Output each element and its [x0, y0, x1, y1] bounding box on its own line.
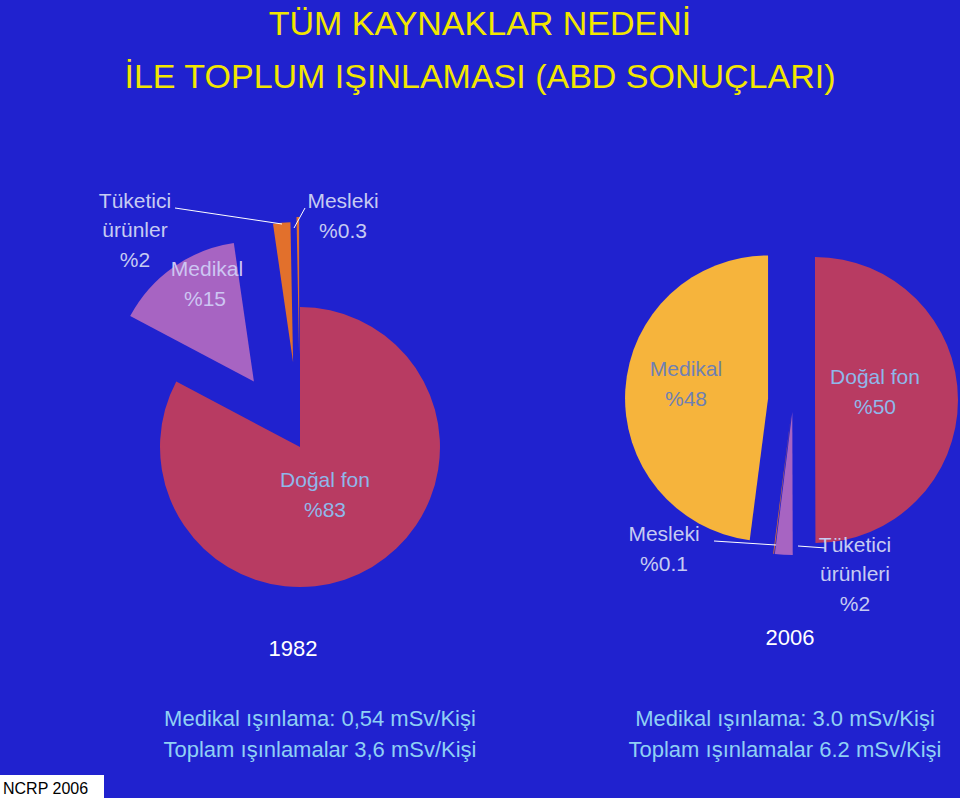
page: TÜM KAYNAKLAR NEDENİ İLE TOPLUM IŞINLAMAS…: [0, 0, 960, 798]
pie-slice: [815, 257, 958, 543]
source-box: [0, 775, 104, 798]
pie-slice: [297, 217, 300, 357]
pie-chart: Doğal fon %83 Medikal %15 Tüketici ürünler %2 M…: [99, 189, 477, 762]
slice-label: Doğal fon: [830, 365, 920, 388]
annotation: Medikal ışınlama: 3.0 mSv/Kişi: [635, 706, 935, 731]
leader-line: [294, 208, 305, 228]
slice-label-line: Medikal: [171, 257, 243, 280]
title: TÜM KAYNAKLAR NEDENİ: [269, 4, 692, 42]
pie-slice: [773, 412, 791, 554]
slice-label: Mesleki: [628, 522, 699, 545]
slice-label: Doğal fon: [280, 468, 370, 491]
leader-line: [175, 208, 282, 224]
value-label: %0.1: [640, 552, 688, 575]
slice-label: Medikal: [171, 257, 243, 280]
pie-slice: [273, 222, 293, 362]
slice-label-line: Doğal fon: [280, 468, 370, 491]
value-label: %2: [840, 592, 870, 615]
slice-label-line: ürünleri: [820, 562, 890, 585]
value-label: %15: [184, 287, 226, 310]
chart-title: 2006: [766, 625, 815, 650]
annotation: Medikal ışınlama: 0,54 mSv/Kişi: [164, 706, 476, 731]
leader-line: [714, 541, 776, 545]
slice-label: Mesleki: [307, 189, 378, 212]
background: [0, 0, 960, 798]
value-label: %48: [665, 387, 707, 410]
pie-slice: [775, 412, 793, 555]
annotation: Toplam ışınlamalar 6.2 mSv/Kişi: [629, 737, 942, 762]
chart-title: 1982: [269, 636, 318, 661]
slice-label: Tüketici ürünler: [99, 189, 171, 241]
slice-label-line: Medikal: [650, 357, 722, 380]
slice-label-line: Tüketici: [99, 189, 171, 212]
slice-label: Tüketici ürünleri: [819, 533, 891, 585]
annotation: Toplam ışınlamalar 3,6 mSv/Kişi: [164, 737, 477, 762]
slice-label: Medikal: [650, 357, 722, 380]
slice-label-line: Doğal fon: [830, 365, 920, 388]
value-label: %0.3: [319, 219, 367, 242]
pie-slice: [625, 255, 768, 540]
source: NCRP 2006: [3, 780, 88, 797]
value-label: %83: [304, 498, 346, 521]
title: İLE TOPLUM IŞINLAMASI (ABD SONUÇLARI): [124, 57, 835, 95]
slice-label-line: Tüketici: [819, 533, 891, 556]
value-label: %50: [854, 395, 896, 418]
pie-chart: Doğal fon %50 Tüketici ürünleri %2 Mesleki %0.…: [625, 255, 958, 762]
slice-label-line: Mesleki: [628, 522, 699, 545]
slice-label-line: Mesleki: [307, 189, 378, 212]
slice-label-line: ürünler: [102, 218, 167, 241]
value-label: %2: [120, 248, 150, 271]
